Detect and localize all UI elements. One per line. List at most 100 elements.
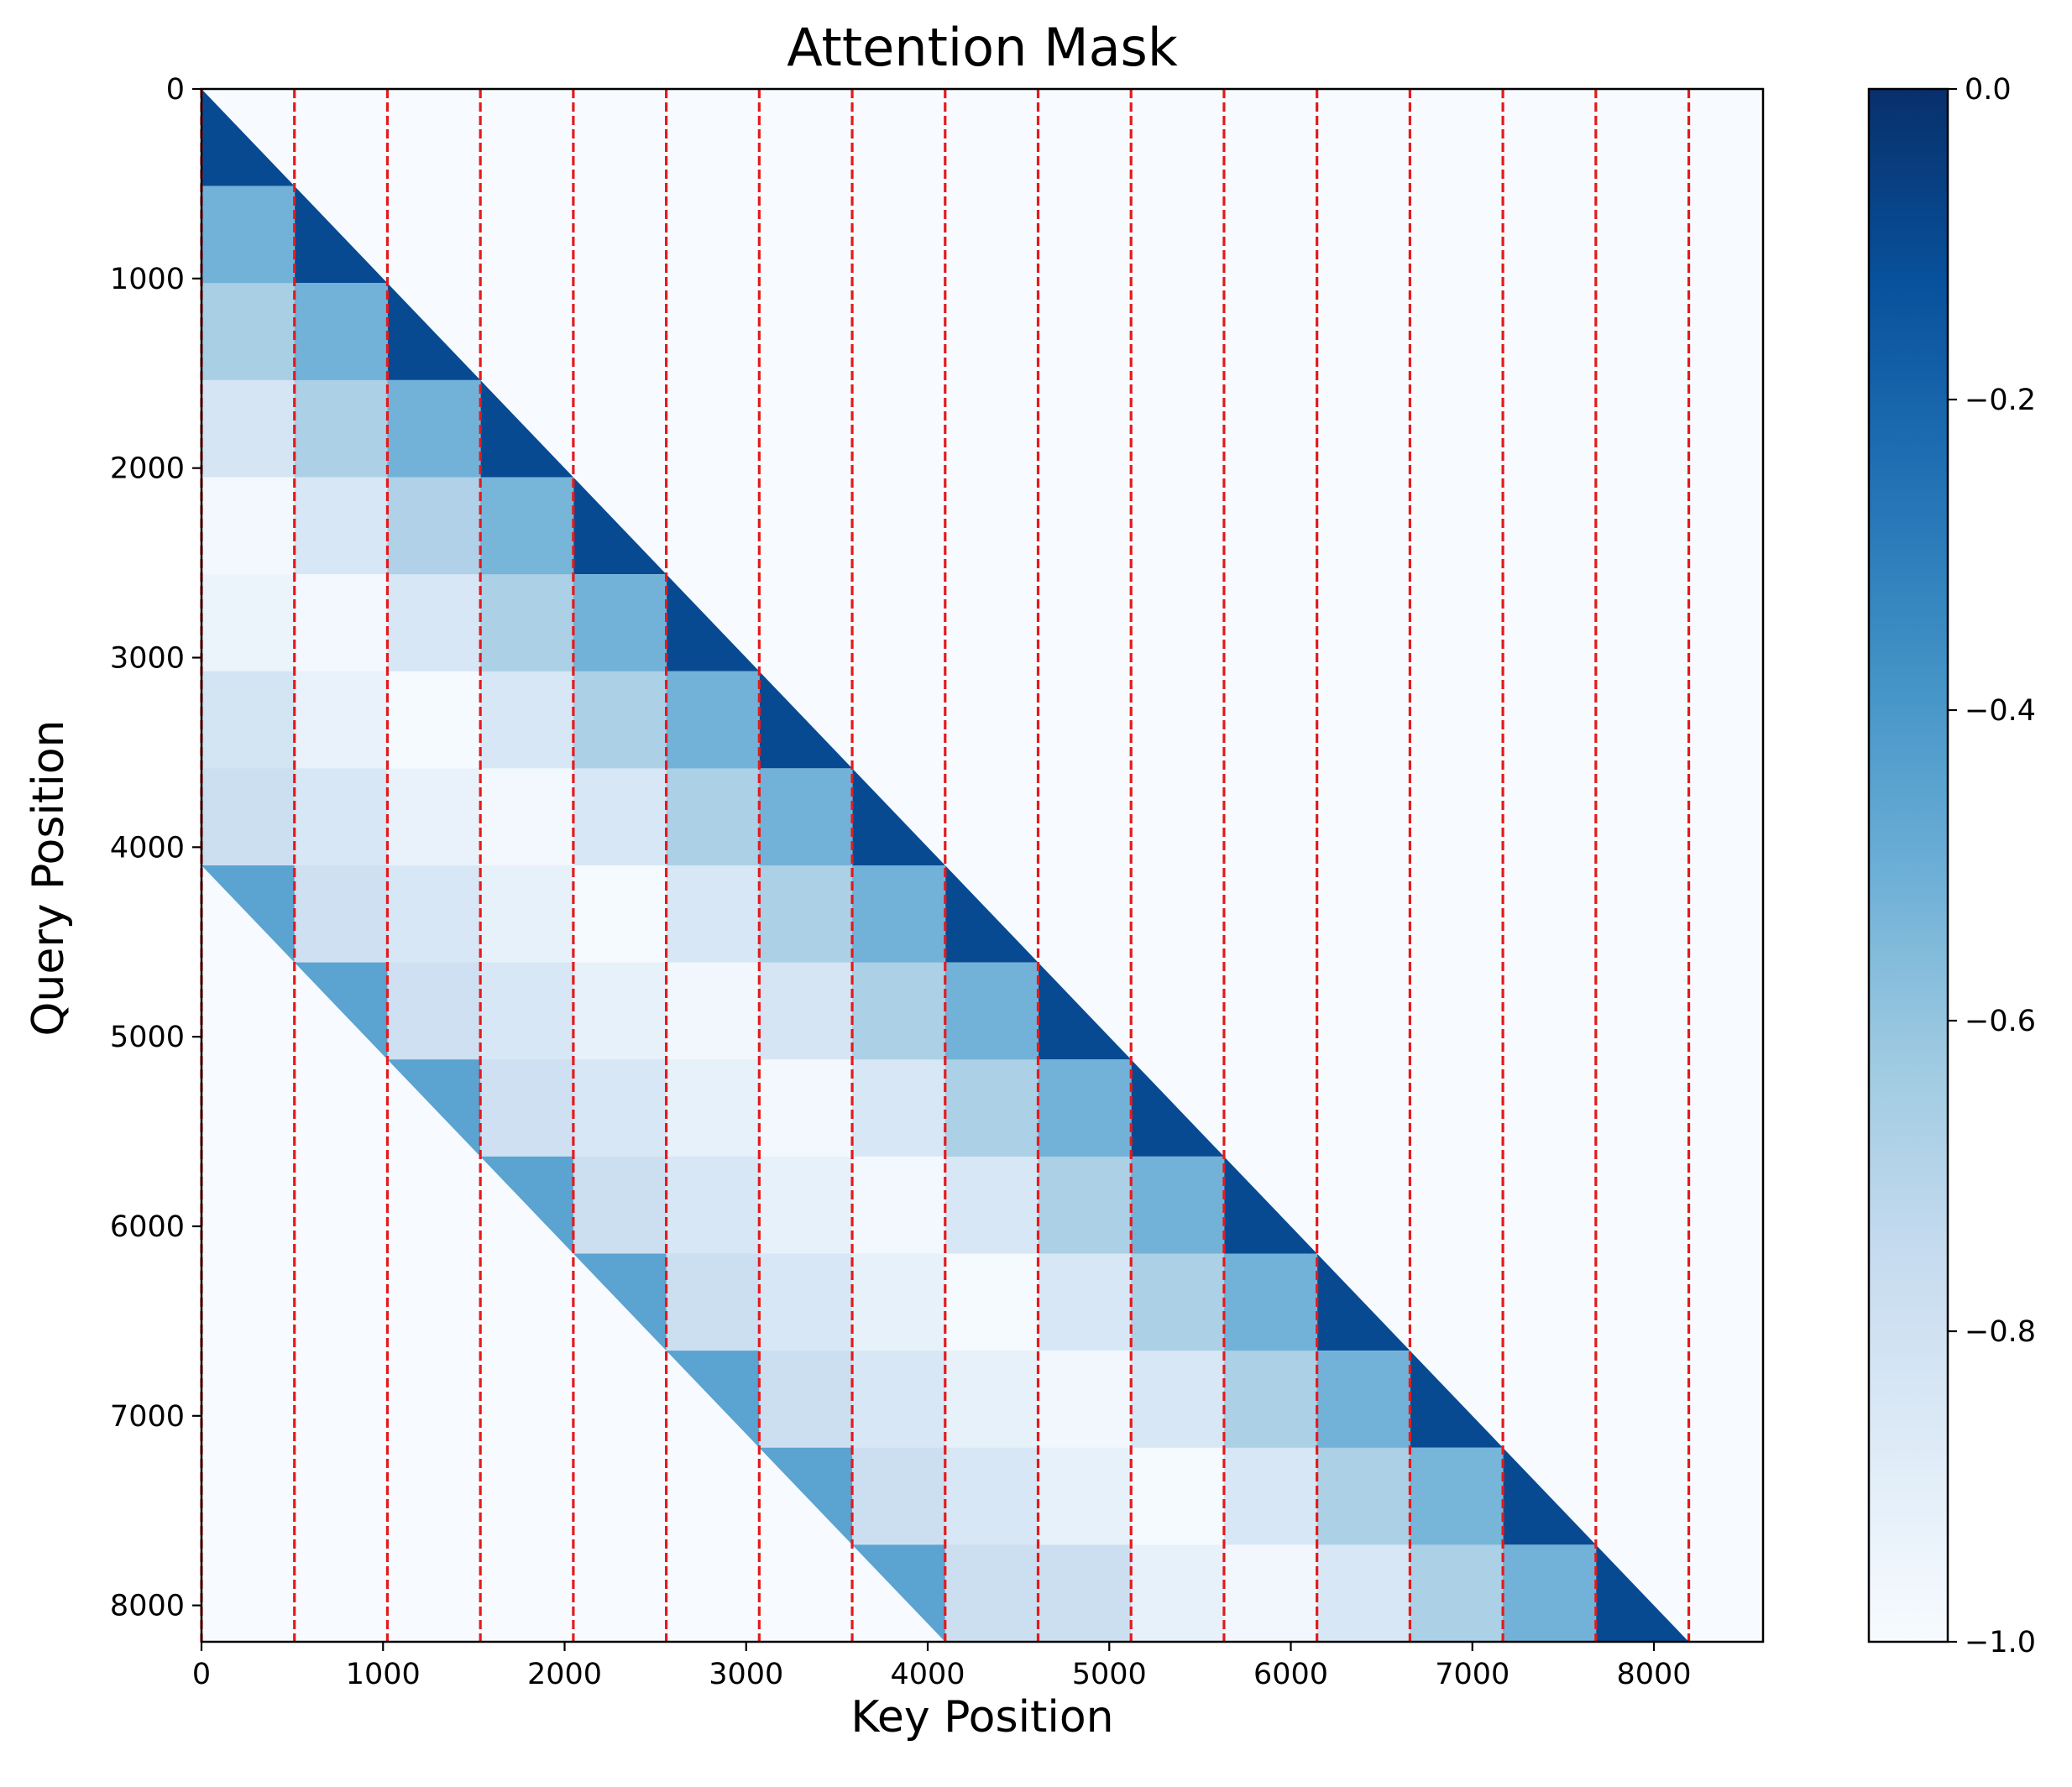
heatmap-block-cell <box>387 865 481 964</box>
heatmap-block-cell <box>480 768 574 866</box>
heatmap-block-cell <box>1131 1544 1225 1643</box>
window-edge-cell <box>666 1351 760 1448</box>
diagonal-block-cell <box>201 89 295 186</box>
heatmap-block-cell <box>944 1059 1039 1157</box>
diagonal-block-cell <box>573 477 667 575</box>
window-edge-cell <box>387 1059 481 1157</box>
heatmap-block-cell <box>573 865 667 964</box>
x-tick-label: 4000 <box>890 1658 965 1691</box>
colorbar-tick-label: −1.0 <box>1965 1626 2036 1659</box>
diagonal-block-cell <box>1223 1156 1317 1254</box>
y-axis-label: Query Position <box>24 719 74 1036</box>
heatmap-block-cell <box>201 671 296 769</box>
y-tick-label: 8000 <box>110 1590 185 1623</box>
x-tick-label: 2000 <box>527 1658 602 1691</box>
heatmap-block-cell <box>759 865 853 964</box>
heatmap-block-cell <box>1223 1544 1318 1643</box>
y-tick-label: 3000 <box>110 641 185 675</box>
heatmap-block-cell <box>1316 1447 1410 1545</box>
heatmap-block-cell <box>1223 1351 1318 1449</box>
heatmap-block-cell <box>294 379 388 478</box>
colorbar-tick-label: −0.2 <box>1965 384 2036 417</box>
heatmap-block-cell <box>480 574 574 672</box>
heatmap-block-cell <box>480 962 574 1060</box>
colorbar-tick-label: −0.8 <box>1965 1315 2036 1349</box>
diagonal-block-cell <box>1595 1544 1689 1642</box>
heatmap-block-cell <box>666 865 760 964</box>
heatmap-block-cell <box>1410 1544 1504 1643</box>
heatmap-block-cell <box>944 1253 1039 1351</box>
heatmap-block-cell <box>1316 1351 1410 1449</box>
heatmap-block-cell <box>1038 1156 1132 1254</box>
heatmap-block-cell <box>480 477 574 575</box>
x-tick-label: 6000 <box>1253 1658 1328 1691</box>
heatmap-block-cell <box>666 962 760 1060</box>
heatmap-block-cell <box>201 283 296 381</box>
y-axis-ticks: 0 1000 2000 3000 4000 5000 6000 7000 8000 <box>110 73 201 1623</box>
heatmap-block-cell <box>294 671 388 769</box>
plot-frame <box>200 87 1765 1643</box>
y-tick-label: 2000 <box>110 452 185 486</box>
heatmap-block-cell <box>480 1059 574 1157</box>
x-tick-label: 1000 <box>346 1658 421 1691</box>
colorbar-tick-label: −0.6 <box>1965 1005 2036 1038</box>
window-edge-cell <box>480 1156 573 1254</box>
heatmap-block-cell <box>387 379 481 478</box>
diagonal-block-cell <box>1131 1059 1224 1157</box>
diagonal-block-cell <box>1316 1253 1410 1351</box>
heatmap-block-cell <box>573 1059 667 1157</box>
window-edge-cell <box>573 1253 667 1351</box>
heatmap-block-cell <box>1038 1351 1132 1449</box>
heatmap-block-cell <box>852 1156 946 1254</box>
heatmap-block-cell <box>759 1253 853 1351</box>
heatmap-block-cell <box>1038 1059 1132 1157</box>
x-axis-ticks: 0 1000 2000 3000 4000 5000 6000 7000 8000 <box>192 1642 1692 1691</box>
diagonal-block-cell <box>852 768 945 865</box>
heatmap-block-cell <box>294 768 388 866</box>
heatmap-block-cell <box>852 962 946 1060</box>
heatmap-block-cell <box>387 477 481 575</box>
heatmap-block-cell <box>666 768 760 866</box>
heatmap-block-cell <box>1131 1156 1225 1254</box>
heatmap-block-cell <box>480 671 574 769</box>
heatmap-block-cell <box>759 962 853 1060</box>
colorbar-ticks: 0.0 −0.2 −0.4 −0.6 −0.8 −1.0 <box>1948 73 2036 1659</box>
heatmap-block-cell <box>294 477 388 575</box>
heatmap-block-cell <box>387 768 481 866</box>
heatmap-block-cell <box>944 1156 1039 1254</box>
diagonal-block-cell <box>387 283 481 380</box>
heatmap-block-cell <box>1503 1544 1597 1643</box>
heatmap-block-cell <box>573 671 667 769</box>
heatmap-block-cell <box>666 1059 760 1157</box>
heatmap-block-cell <box>573 768 667 866</box>
heatmap-block-cell <box>852 1447 946 1545</box>
heatmap-block-cell <box>201 768 296 866</box>
heatmap-block-cell <box>1316 1544 1410 1643</box>
y-tick-label: 7000 <box>110 1400 185 1434</box>
colorbar <box>1867 87 1949 1643</box>
diagonal-block-cell <box>1410 1351 1504 1448</box>
heatmap-block-cell <box>573 574 667 672</box>
heatmap-block-cell <box>1038 1253 1132 1351</box>
heatmap-block-cell <box>294 574 388 672</box>
heatmap-block-cell <box>666 671 760 769</box>
diagonal-block-cell <box>944 865 1039 963</box>
y-tick-label: 1000 <box>110 263 185 296</box>
heatmap-block-cell <box>852 1059 946 1157</box>
heatmap-block-cell <box>1038 1544 1132 1643</box>
diagonal-block-cell <box>1038 962 1132 1060</box>
y-tick-label: 4000 <box>110 831 185 865</box>
heatmap-block-cell <box>294 283 388 381</box>
y-tick-label: 6000 <box>110 1210 185 1244</box>
window-edge-cell <box>759 1447 853 1545</box>
colorbar-tick-label: −0.4 <box>1965 694 2036 728</box>
diagonal-block-cell <box>1503 1447 1596 1545</box>
colorbar-tick-label: 0.0 <box>1965 73 2012 107</box>
heatmap-block-cell <box>1223 1253 1318 1351</box>
heatmap-block-cell <box>944 962 1039 1060</box>
heatmap-block-cell <box>944 1351 1039 1449</box>
diagonal-block-cell <box>666 574 760 671</box>
window-edge-cell <box>201 865 295 963</box>
diagonal-block-cell <box>759 671 853 769</box>
